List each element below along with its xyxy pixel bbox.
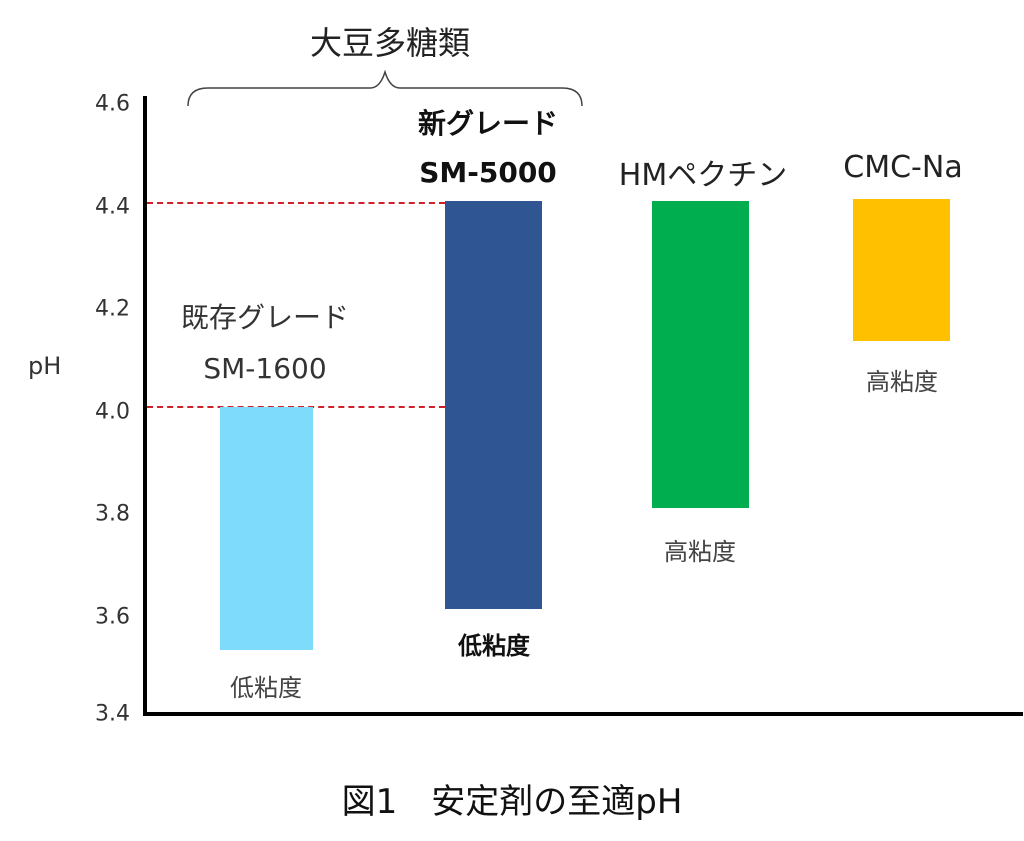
y-axis	[143, 96, 147, 716]
bar-hm-pectin	[652, 201, 749, 508]
label-sm1600-line2: SM-1600	[203, 352, 327, 385]
label-sm5000-line2: SM-5000	[419, 156, 557, 189]
y-tick: 3.8	[95, 501, 130, 527]
label-cmc-na: CMC-Na	[843, 150, 963, 185]
x-axis	[143, 712, 1023, 716]
y-axis-label: pH	[28, 352, 62, 380]
y-tick: 4.0	[95, 399, 130, 425]
figure-caption: 図1 安定剤の至適pH	[341, 782, 683, 822]
group-label: 大豆多糖類	[309, 24, 471, 62]
label-hm-pectin: HMペクチン	[618, 158, 788, 193]
label-sm5000-line1: 新グレード	[417, 107, 559, 140]
bar-sm5000	[445, 201, 542, 609]
group-brace-icon	[187, 69, 583, 107]
note-sm1600: 低粘度	[230, 674, 302, 702]
y-tick: 4.2	[95, 296, 130, 322]
note-hm-pectin: 高粘度	[664, 538, 736, 566]
y-tick: 3.6	[95, 604, 130, 630]
y-tick: 3.4	[95, 701, 130, 727]
note-cmc-na: 高粘度	[866, 368, 938, 396]
label-sm1600-line1: 既存グレード	[180, 301, 350, 334]
reference-line-4.4	[147, 202, 445, 204]
bar-sm1600	[220, 407, 313, 650]
y-tick: 4.4	[95, 194, 130, 220]
bar-cmc-na	[853, 199, 950, 341]
y-tick: 4.6	[95, 91, 130, 117]
note-sm5000: 低粘度	[458, 632, 530, 660]
